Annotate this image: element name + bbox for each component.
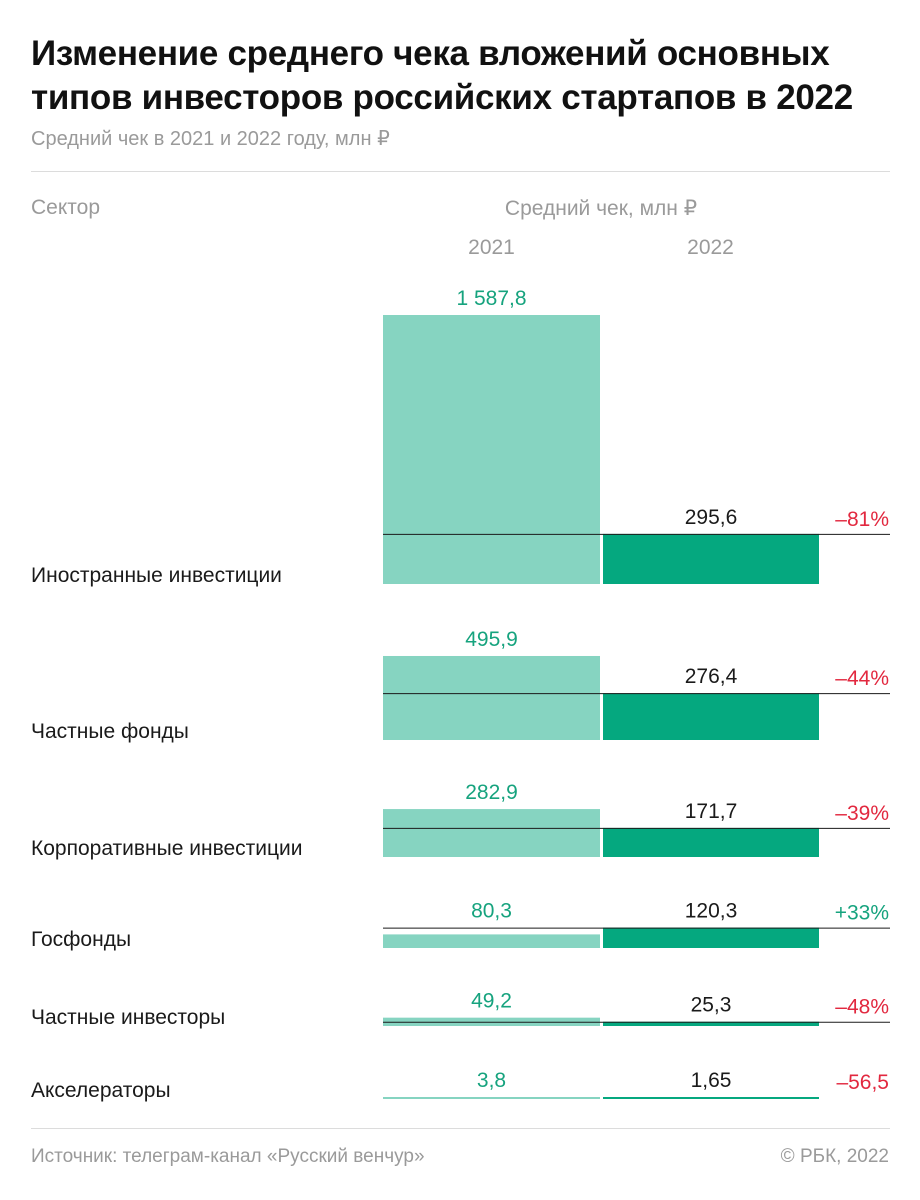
value-label-2022: 25,3 xyxy=(691,994,732,1017)
change-label: –81% xyxy=(835,508,889,531)
sector-label: Частные инвесторы xyxy=(31,1006,225,1029)
footer-divider xyxy=(31,1128,890,1129)
sector-label: Госфонды xyxy=(31,928,131,951)
change-label: –44% xyxy=(835,667,889,690)
bar-2021 xyxy=(383,655,600,740)
value-label-2021: 282,9 xyxy=(465,781,518,804)
chart-title: Изменение среднего чека вложений основны… xyxy=(31,34,853,117)
sector-label: Корпоративные инвестиции xyxy=(31,837,303,860)
value-label-2021: 49,2 xyxy=(471,990,512,1013)
change-label: +33% xyxy=(835,902,889,925)
bar-2021 xyxy=(383,1097,600,1099)
change-label: –56,5 xyxy=(836,1071,889,1094)
bar-2022 xyxy=(603,533,819,584)
column-header-sector: Сектор xyxy=(31,196,101,219)
column-header-cheque: Средний чек, млн ₽ xyxy=(504,197,698,220)
column-header-2022: 2022 xyxy=(687,236,734,259)
value-label-2022: 171,7 xyxy=(685,800,738,823)
value-label-2022: 276,4 xyxy=(685,665,738,688)
bar-2021 xyxy=(383,809,600,857)
sector-label: Частные фонды xyxy=(31,720,189,743)
value-label-2021: 1 587,8 xyxy=(456,287,526,310)
value-label-2022: 120,3 xyxy=(685,900,738,923)
chart-subtitle: Средний чек в 2021 и 2022 году, млн ₽ xyxy=(31,128,390,150)
bar-2022 xyxy=(603,1097,819,1099)
value-label-2021: 495,9 xyxy=(465,628,518,651)
copyright-note: © РБК, 2022 xyxy=(780,1146,889,1167)
bar-2021 xyxy=(383,315,600,584)
bar-2022 xyxy=(603,693,819,740)
change-label: –48% xyxy=(835,996,889,1019)
value-label-2021: 80,3 xyxy=(471,900,512,923)
bar-2022 xyxy=(603,827,819,857)
source-note: Источник: телеграм-канал «Русский венчур… xyxy=(31,1146,425,1167)
sector-label: Акселераторы xyxy=(31,1079,171,1102)
change-label: –39% xyxy=(835,802,889,825)
bar-2022 xyxy=(603,1021,819,1026)
value-label-2022: 295,6 xyxy=(685,506,738,529)
sector-label: Иностранные инвестиции xyxy=(31,564,282,587)
value-label-2022: 1,65 xyxy=(691,1069,732,1092)
bar-2022 xyxy=(603,927,819,948)
value-label-2021: 3,8 xyxy=(477,1069,506,1092)
bar-2021 xyxy=(383,934,600,948)
header-divider xyxy=(31,171,890,172)
column-header-2021: 2021 xyxy=(468,236,515,259)
